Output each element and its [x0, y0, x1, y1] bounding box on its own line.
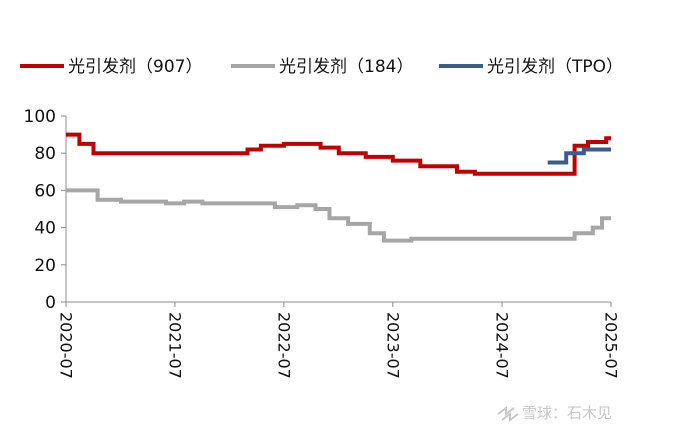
series-line-3 [547, 147, 611, 165]
y-tick-label: 100 [24, 107, 56, 127]
x-axis: 2020-07 2021-07 2022-07 2023-07 2024-07 2025-… [57, 301, 621, 379]
watermark: 雪球：石木见 [497, 404, 612, 422]
y-axis: 0 20 40 60 80 100 [24, 107, 67, 313]
x-tick-label: 2022-07 [274, 312, 293, 379]
snowball-logo-icon [497, 406, 519, 422]
watermark-text: 雪球：石木见 [522, 404, 612, 422]
x-tick-label: 2025-07 [602, 312, 621, 379]
plot-area [66, 132, 611, 243]
y-tick-label: 0 [45, 293, 56, 313]
x-tick-label: 2024-07 [493, 312, 512, 379]
series-line-1 [66, 132, 611, 176]
legend-label-3: 光引发剂（TPO） [487, 57, 623, 77]
chart-legend: 光引发剂（907） 光引发剂（184） 光引发剂（TPO） [20, 57, 623, 77]
y-tick-label: 40 [34, 219, 56, 239]
series-line-2 [66, 188, 611, 243]
legend-label-1: 光引发剂（907） [68, 57, 202, 77]
y-tick-label: 80 [34, 144, 56, 164]
legend-label-2: 光引发剂（184） [279, 57, 413, 77]
y-tick-label: 60 [34, 181, 56, 201]
x-tick-label: 2023-07 [383, 312, 402, 379]
x-tick-label: 2020-07 [57, 312, 76, 379]
y-tick-label: 20 [34, 256, 56, 276]
x-tick-label: 2021-07 [165, 312, 184, 379]
